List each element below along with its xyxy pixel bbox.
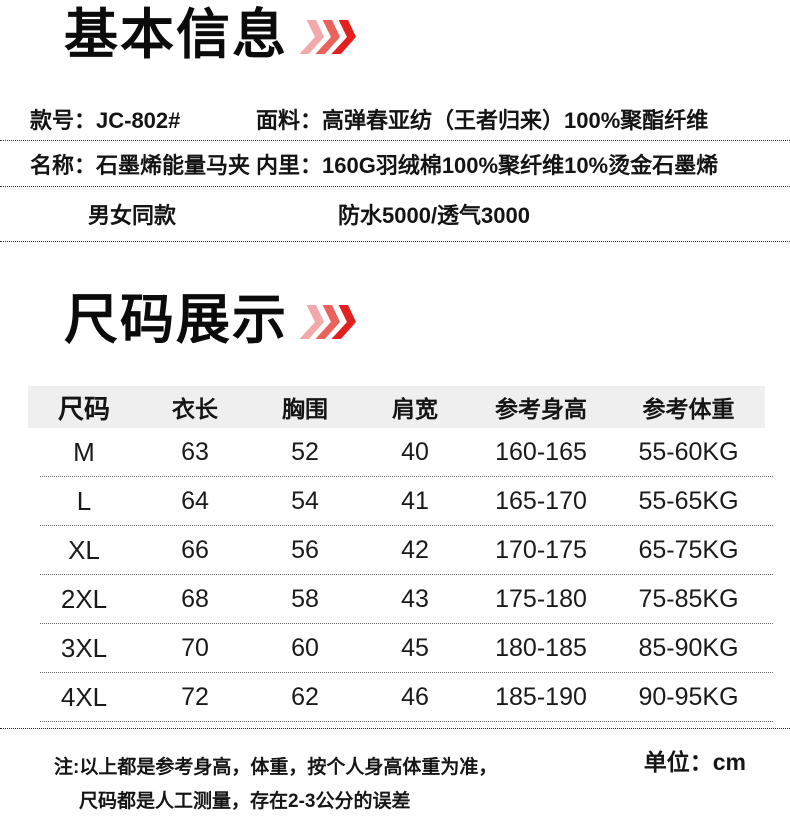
footer-notes: 注:以上都是参考身高，体重，按个人身高体重为准， 尺码都是人工测量，存在2-3公… — [0, 728, 790, 819]
size-cell: 40 — [401, 438, 429, 466]
size-table-header-row: 尺码 衣长 胸围 肩宽 参考身高 参考体重 — [28, 386, 765, 428]
size-cell: 52 — [291, 438, 319, 466]
size-cell: 55-65KG — [638, 487, 739, 515]
size-cell: 180-185 — [495, 634, 587, 662]
size-display-header: 尺码展示 — [0, 286, 790, 356]
size-cell: 42 — [401, 536, 429, 564]
size-cell: 68 — [181, 585, 209, 613]
info-cell-style-no: 款号：JC-802# — [30, 107, 181, 133]
info-cell-name: 名称：石墨烯能量马夹 — [30, 152, 251, 178]
size-cell: 72 — [181, 683, 209, 711]
size-cell: 70 — [181, 634, 209, 662]
unit-label: 单位：cm — [643, 749, 746, 775]
size-cell: 185-190 — [495, 683, 587, 711]
size-table-row-2xl: 2XL 68 58 43 175-180 75-85KG — [28, 575, 773, 624]
size-table-row-xl: XL 66 56 42 170-175 65-75KG — [28, 526, 773, 575]
size-table-row-l: L 64 54 41 165-170 55-65KG — [28, 477, 773, 526]
size-cell: 3XL — [60, 633, 108, 663]
size-cell: 62 — [291, 683, 319, 711]
triple-chevron-right-icon — [304, 305, 359, 339]
size-cell: 60 — [291, 634, 319, 662]
info-cell-lining: 内里：160G羽绒棉100%聚纤维10%烫金石墨烯 — [256, 152, 719, 178]
size-cell: 90-95KG — [638, 683, 739, 711]
size-cell: 46 — [401, 683, 429, 711]
info-row: 款号：JC-802# 面料：高弹春亚纺（王者归来）100%聚酯纤维 — [0, 97, 790, 141]
size-table: 尺码 衣长 胸围 肩宽 参考身高 参考体重 M 63 52 40 160-165… — [0, 386, 790, 722]
measurement-note-line1: 注:以上都是参考身高，体重，按个人身高体重为准， — [54, 757, 498, 778]
size-table-row-m: M 63 52 40 160-165 55-60KG — [28, 428, 773, 477]
col-header-chest: 胸围 — [282, 396, 328, 422]
measurement-note-line2: 尺码都是人工测量，存在2-3公分的误差 — [79, 791, 411, 812]
size-cell: 41 — [401, 487, 429, 515]
size-cell: 4XL — [60, 682, 108, 712]
size-cell: 43 — [401, 585, 429, 613]
col-header-height: 参考身高 — [495, 396, 587, 422]
size-table-row-4xl: 4XL 72 62 46 185-190 90-95KG — [28, 673, 773, 722]
size-cell: 85-90KG — [638, 634, 739, 662]
col-header-weight: 参考体重 — [642, 396, 735, 422]
size-cell: 66 — [181, 536, 209, 564]
info-row: 男女同款 防水5000/透气3000 — [0, 187, 790, 242]
basic-info-title: 基本信息 — [64, 5, 288, 66]
basic-info-table: 款号：JC-802# 面料：高弹春亚纺（王者归来）100%聚酯纤维 名称：石墨烯… — [0, 97, 790, 242]
info-row: 名称：石墨烯能量马夹 内里：160G羽绒棉100%聚纤维10%烫金石墨烯 — [0, 141, 790, 187]
info-cell-unisex: 男女同款 — [88, 203, 177, 228]
size-cell: 58 — [291, 585, 319, 613]
size-cell: 56 — [291, 536, 319, 564]
size-cell: 64 — [181, 487, 209, 515]
info-cell-waterproof: 防水5000/透气3000 — [338, 203, 530, 228]
basic-info-header: 基本信息 — [0, 0, 790, 66]
size-cell: L — [76, 486, 92, 516]
size-cell: 54 — [291, 487, 319, 515]
info-cell-fabric: 面料：高弹春亚纺（王者归来）100%聚酯纤维 — [256, 107, 709, 133]
size-cell: M — [73, 437, 95, 467]
col-header-shoulder: 肩宽 — [392, 396, 438, 422]
size-cell: 45 — [401, 634, 429, 662]
size-cell: 160-165 — [495, 438, 587, 466]
size-cell: 55-60KG — [638, 438, 739, 466]
size-table-row-3xl: 3XL 70 60 45 180-185 85-90KG — [28, 624, 773, 673]
size-display-title: 尺码展示 — [64, 290, 288, 351]
col-header-size: 尺码 — [57, 393, 110, 424]
size-cell: XL — [68, 535, 100, 565]
triple-chevron-right-icon — [304, 20, 359, 54]
size-cell: 63 — [181, 438, 209, 466]
size-cell: 65-75KG — [638, 536, 739, 564]
size-cell: 75-85KG — [638, 585, 739, 613]
size-cell: 170-175 — [495, 536, 587, 564]
col-header-length: 衣长 — [172, 396, 218, 422]
size-cell: 175-180 — [495, 585, 587, 613]
size-cell: 165-170 — [495, 487, 587, 515]
size-cell: 2XL — [60, 584, 108, 614]
